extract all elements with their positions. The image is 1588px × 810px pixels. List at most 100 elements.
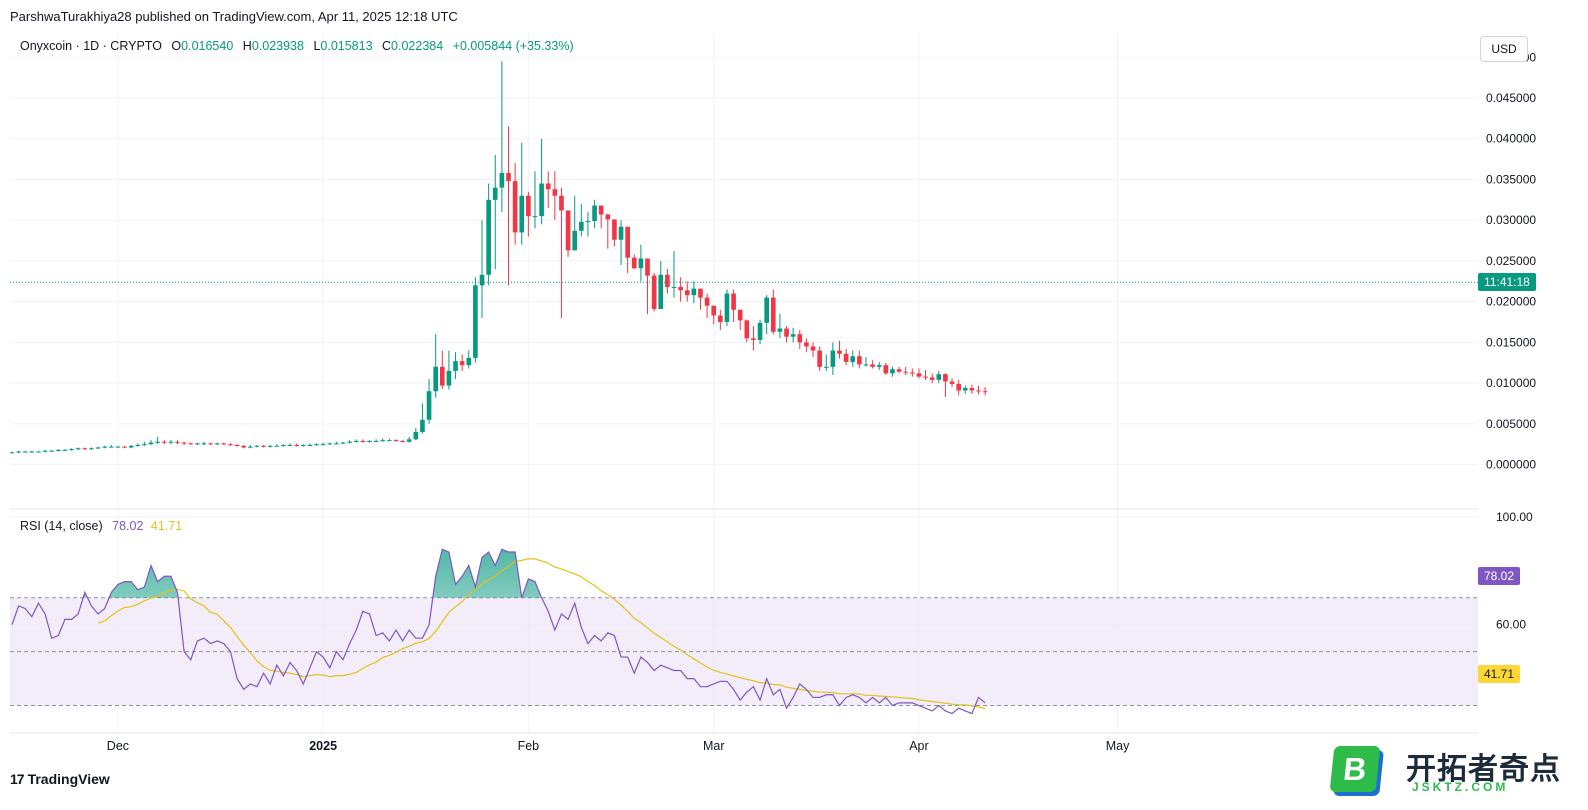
- rsi-pane: [11, 548, 986, 715]
- candle-body: [248, 446, 253, 448]
- candle-body: [982, 391, 988, 393]
- candle: [49, 449, 55, 452]
- candle: [896, 366, 902, 374]
- candle: [764, 295, 769, 335]
- candle-body: [962, 387, 968, 391]
- candle-body: [108, 446, 114, 448]
- tradingview-logo-text: TradingView: [27, 771, 110, 787]
- candle: [545, 171, 551, 208]
- rsi-legend[interactable]: RSI (14, close) 78.02 41.71: [20, 519, 182, 533]
- currency-button[interactable]: USD: [1480, 36, 1528, 62]
- candle: [810, 342, 816, 358]
- candle: [281, 444, 286, 447]
- time-axis-label[interactable]: Dec: [107, 739, 129, 753]
- candle-body: [751, 338, 756, 340]
- candle: [890, 366, 895, 377]
- candle-body: [929, 377, 935, 380]
- candle: [274, 444, 280, 447]
- candle: [340, 441, 346, 445]
- candle: [976, 385, 981, 395]
- candle: [387, 438, 392, 442]
- candle-body: [56, 449, 61, 451]
- time-axis-label[interactable]: Apr: [909, 739, 928, 753]
- candle-body: [466, 357, 472, 366]
- candle: [307, 443, 313, 447]
- candle: [770, 289, 776, 335]
- candle-body: [572, 230, 578, 251]
- candle: [777, 313, 783, 339]
- rsi-value-badge: 78.02: [1478, 567, 1521, 586]
- rsi-axis-label: 60.00: [1496, 618, 1526, 632]
- watermark-b-icon: B: [1329, 746, 1381, 792]
- candle-body: [29, 451, 35, 453]
- tradingview-logo[interactable]: 17 TradingView: [10, 771, 110, 787]
- candle-body: [665, 274, 670, 287]
- candle-body: [949, 381, 955, 384]
- candle-body: [214, 443, 220, 445]
- symbol-legend[interactable]: Onyxcoin · 1D · CRYPTO O0.016540 H0.0239…: [20, 39, 574, 53]
- time-axis-label[interactable]: Mar: [703, 739, 725, 753]
- candle: [949, 378, 955, 388]
- candle: [579, 203, 584, 237]
- candle: [373, 439, 379, 442]
- candle-body: [579, 221, 584, 231]
- candle: [784, 326, 789, 343]
- rsi-label[interactable]: RSI (14, close): [20, 519, 103, 533]
- price-axis-label: 0.035000: [1486, 172, 1536, 186]
- candle: [943, 373, 948, 397]
- candle: [731, 289, 736, 323]
- candle: [870, 360, 875, 369]
- candle-body: [744, 320, 750, 339]
- candle-body: [314, 444, 319, 446]
- price-axis-label: 0.020000: [1486, 295, 1536, 309]
- candle: [175, 440, 180, 445]
- candle: [711, 305, 717, 325]
- candle-body: [161, 441, 167, 443]
- candle-body: [883, 365, 889, 374]
- candle-body: [439, 366, 445, 386]
- candle: [843, 348, 849, 366]
- candle-body: [777, 328, 783, 332]
- candle-body: [459, 361, 465, 366]
- candle: [201, 441, 207, 446]
- candle-body: [327, 443, 333, 445]
- time-axis-label[interactable]: Feb: [518, 739, 540, 753]
- candle-body: [22, 451, 28, 453]
- chart-frame[interactable]: Dec 2025 Feb Mar Apr May: [10, 33, 1478, 761]
- candle: [876, 361, 882, 371]
- candle-body: [16, 451, 21, 453]
- candle: [261, 445, 266, 448]
- candle-body: [671, 286, 677, 288]
- candle-body: [453, 361, 458, 371]
- candle-body: [234, 445, 240, 447]
- candle-body: [565, 210, 571, 251]
- watermark-text: 开拓者奇点: [1406, 752, 1561, 787]
- candle: [519, 142, 525, 245]
- candle-body: [201, 443, 207, 445]
- price-axis-labels: 0.0500000.0450000.0400000.0350000.030000…: [1486, 50, 1536, 631]
- price-axis[interactable]: 0.0500000.0450000.0400000.0350000.030000…: [1478, 33, 1588, 761]
- candle: [367, 440, 372, 443]
- candle: [797, 330, 803, 349]
- rsi-ma-line: [97, 558, 986, 710]
- time-axis[interactable]: Dec 2025 Feb Mar Apr May: [107, 739, 1130, 753]
- symbol-name[interactable]: Onyxcoin · 1D · CRYPTO: [20, 39, 162, 53]
- candle-body: [387, 440, 392, 442]
- candle-body: [82, 448, 88, 450]
- candle-body: [122, 446, 127, 448]
- candle: [645, 258, 650, 314]
- candle-body: [876, 365, 882, 367]
- last-price-countdown-badge: 11:41:18: [1478, 273, 1536, 292]
- candle-body: [903, 371, 909, 373]
- candle: [638, 244, 644, 282]
- candle: [751, 326, 756, 351]
- candle-body: [645, 258, 650, 276]
- candle: [724, 289, 730, 327]
- candle: [698, 288, 703, 310]
- time-axis-label[interactable]: May: [1106, 739, 1130, 753]
- candle: [565, 210, 571, 257]
- time-axis-label[interactable]: 2025: [309, 739, 337, 753]
- candle: [221, 442, 227, 446]
- candle-body: [850, 356, 856, 362]
- candle-body: [612, 219, 617, 240]
